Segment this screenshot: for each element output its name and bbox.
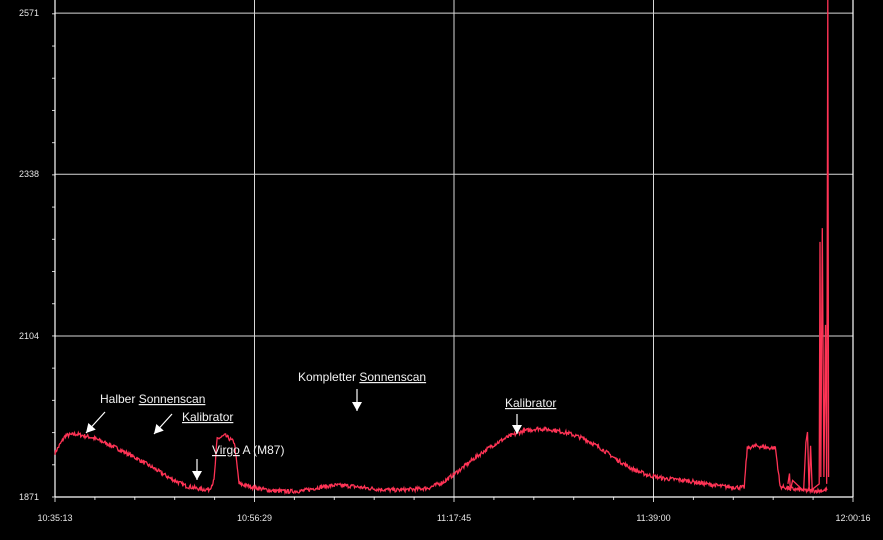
y-tick-label: 1871 [19, 492, 39, 502]
annotation-underlined-text: Sonnenscan [359, 370, 426, 384]
y-tick-label: 2571 [19, 8, 39, 18]
annotation-label: Halber Sonnenscan [100, 392, 205, 406]
annotation-underlined-text: Sonnenscan [139, 392, 206, 406]
annotation-label: Kalibrator [182, 410, 233, 424]
annotation-arrow-head [192, 471, 202, 480]
annotation-label: Kalibrator [505, 396, 556, 410]
annotation-text: Halber [100, 392, 139, 406]
annotation-text: Kompletter [298, 370, 359, 384]
annotation-label: Virgo A (M87) [212, 443, 284, 457]
annotation-underlined-text: Kalibrator [182, 410, 233, 424]
annotation-arrow-head [512, 425, 522, 434]
label-layer: 10:35:13 10:56:29 11:17:45 11:39:00 12:00:16… [19, 8, 871, 523]
rfi-spikes [787, 0, 830, 493]
x-tick-label: 10:56:29 [237, 513, 272, 523]
x-tick-label: 11:17:45 [437, 513, 471, 523]
annotation-label: Kompletter Sonnenscan [298, 370, 426, 384]
annotation-arrow-head [154, 423, 164, 434]
annotation-suffix: A (M87) [240, 443, 285, 457]
axis-layer [52, 0, 854, 502]
series-line [54, 426, 828, 496]
y-tick-label: 2104 [19, 331, 39, 341]
annotation-arrow-head [352, 402, 362, 411]
y-tick-label: 2338 [19, 169, 39, 179]
series-layer [54, 0, 830, 496]
x-tick-label: 11:39:00 [636, 513, 670, 523]
annotation-layer: Halber Sonnenscan Kalibrator Virgo A (M87)… [85, 370, 556, 480]
x-tick-label: 12:00:16 [835, 513, 870, 523]
annotation-arrow-head [86, 422, 96, 433]
annotation-underlined-text: Kalibrator [505, 396, 556, 410]
x-tick-label: 10:35:13 [37, 513, 72, 523]
annotation-underlined-text: Virgo [212, 443, 240, 457]
